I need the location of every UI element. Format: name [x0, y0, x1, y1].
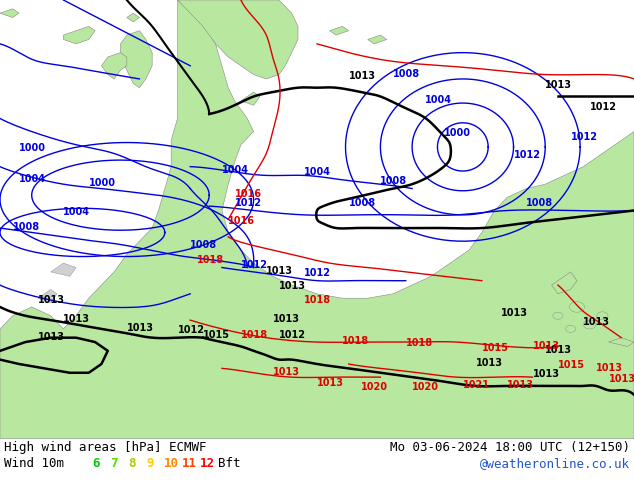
Text: 1000: 1000: [444, 128, 471, 138]
Text: 1018: 1018: [406, 339, 433, 348]
Text: 1013: 1013: [63, 314, 91, 324]
Text: 11: 11: [182, 457, 197, 470]
Text: 1000: 1000: [19, 143, 46, 153]
Text: 1004: 1004: [222, 165, 249, 175]
Text: 6: 6: [92, 457, 100, 470]
Polygon shape: [368, 35, 387, 44]
Polygon shape: [178, 0, 298, 79]
Text: 1008: 1008: [393, 69, 420, 79]
Text: 9: 9: [146, 457, 153, 470]
Text: 10: 10: [164, 457, 179, 470]
Text: 1012: 1012: [241, 260, 268, 270]
Text: 1012: 1012: [235, 198, 262, 208]
Text: 1013: 1013: [317, 378, 344, 388]
Text: 1008: 1008: [380, 176, 408, 186]
Text: 1004: 1004: [63, 207, 91, 217]
Polygon shape: [0, 9, 19, 18]
Text: 1013: 1013: [583, 317, 611, 326]
Text: 1013: 1013: [533, 369, 560, 379]
Text: 1013: 1013: [609, 373, 634, 384]
Text: 7: 7: [110, 457, 117, 470]
Text: Bft: Bft: [218, 457, 240, 470]
Text: 1000: 1000: [89, 178, 116, 188]
Text: 1012: 1012: [178, 325, 205, 335]
Text: 1008: 1008: [13, 222, 40, 232]
Polygon shape: [241, 92, 260, 105]
Text: 1004: 1004: [304, 168, 332, 177]
Text: 1021: 1021: [463, 380, 490, 390]
Text: 1013: 1013: [38, 294, 65, 305]
Text: 1013: 1013: [545, 345, 573, 355]
Text: 1013: 1013: [38, 332, 65, 342]
Text: 1012: 1012: [304, 269, 332, 278]
Text: Wind 10m: Wind 10m: [4, 457, 64, 470]
Text: 12: 12: [200, 457, 215, 470]
Text: 1015: 1015: [203, 330, 230, 340]
Text: 1018: 1018: [197, 255, 224, 265]
Polygon shape: [51, 263, 76, 276]
Text: 1013: 1013: [545, 80, 573, 90]
Text: 1012: 1012: [514, 150, 541, 160]
Circle shape: [597, 312, 608, 319]
Text: 1016: 1016: [228, 216, 256, 226]
Polygon shape: [330, 26, 349, 35]
Text: 1008: 1008: [190, 240, 217, 250]
Text: 1008: 1008: [349, 198, 376, 208]
Text: 1013: 1013: [127, 323, 154, 333]
Text: 1013: 1013: [349, 71, 376, 81]
Text: 1004: 1004: [19, 174, 46, 184]
Text: 1013: 1013: [501, 308, 528, 318]
Text: 1020: 1020: [361, 382, 389, 392]
Polygon shape: [101, 52, 127, 79]
Text: 1015: 1015: [558, 360, 585, 370]
Text: 1013: 1013: [596, 363, 623, 372]
Text: 1004: 1004: [425, 95, 452, 105]
Polygon shape: [0, 0, 634, 439]
Text: 1018: 1018: [241, 330, 268, 340]
Polygon shape: [120, 31, 152, 88]
Polygon shape: [38, 290, 57, 303]
Circle shape: [566, 325, 576, 332]
Text: 1015: 1015: [482, 343, 509, 353]
Circle shape: [583, 320, 596, 329]
Text: 1012: 1012: [590, 101, 617, 112]
Text: 1013: 1013: [533, 341, 560, 351]
Text: 1013: 1013: [266, 266, 294, 276]
Text: 1013: 1013: [273, 367, 300, 377]
Text: 1018: 1018: [304, 294, 332, 305]
Text: 1013: 1013: [476, 358, 503, 368]
Circle shape: [569, 302, 585, 312]
Polygon shape: [127, 13, 139, 22]
Text: 1013: 1013: [273, 314, 300, 324]
Text: High wind areas [hPa] ECMWF: High wind areas [hPa] ECMWF: [4, 441, 207, 454]
Text: 1013: 1013: [507, 380, 534, 390]
Text: 1013: 1013: [279, 281, 306, 292]
Polygon shape: [552, 272, 577, 294]
Text: 1008: 1008: [526, 198, 553, 208]
Text: 1020: 1020: [412, 382, 439, 392]
Text: @weatheronline.co.uk: @weatheronline.co.uk: [480, 457, 630, 470]
Text: 1012: 1012: [571, 132, 598, 142]
Text: 8: 8: [128, 457, 136, 470]
Circle shape: [553, 312, 563, 319]
Text: Mo 03-06-2024 18:00 UTC (12+150): Mo 03-06-2024 18:00 UTC (12+150): [390, 441, 630, 454]
Polygon shape: [63, 26, 95, 44]
Text: 1018: 1018: [342, 336, 370, 346]
Polygon shape: [609, 338, 634, 346]
Text: 1016: 1016: [235, 189, 262, 199]
Text: 1012: 1012: [279, 330, 306, 340]
